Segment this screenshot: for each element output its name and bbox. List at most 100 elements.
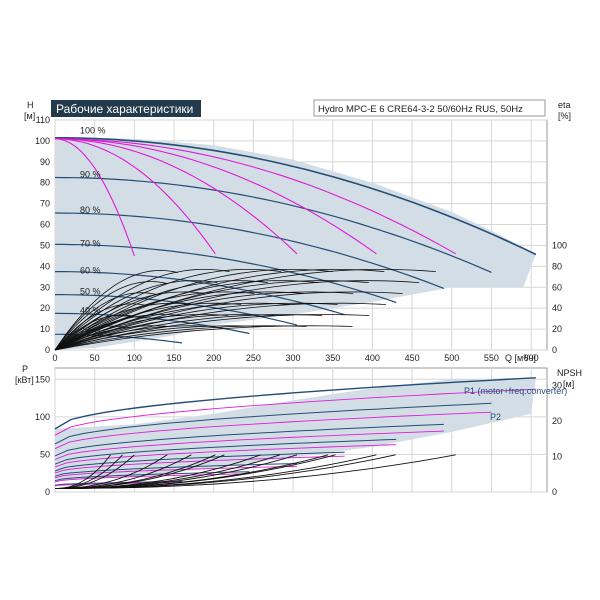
eta-tick-label: 60: [552, 282, 562, 292]
efficiency-curve: [54, 281, 167, 351]
flow-tick-label: 500: [444, 353, 459, 363]
power-p1-curve: [54, 462, 298, 477]
efficiency-curve: [54, 291, 304, 351]
efficiency-curve: [54, 325, 353, 351]
power-tick-label: 50: [40, 449, 50, 459]
pump-count-curve: [54, 138, 298, 255]
npsh-axis-label: NPSH: [557, 368, 582, 378]
power-plot: 0 50 100 150 0 10 20 30: [35, 367, 562, 497]
eta-tick-label: 20: [552, 324, 562, 334]
speed-label: 90 %: [80, 169, 101, 179]
head-tick-label: 70: [40, 199, 50, 209]
npsh-tick-label: 10: [552, 452, 562, 462]
speed-label: 50 %: [80, 286, 101, 296]
speed-label: 40 %: [80, 305, 101, 315]
eta-axis-unit: [%]: [558, 111, 571, 121]
eta-axis-label: eta: [558, 100, 571, 110]
head-tick-label: 10: [40, 324, 50, 334]
pump-count-curve: [54, 138, 135, 257]
speed-label: 100 %: [80, 125, 106, 135]
head-axis-ticks: 0 50 100 150 200 250 300 350 400 450 500 550 6000102…: [35, 115, 567, 363]
power-tick-label: 100: [35, 412, 50, 422]
efficiency-curve: [54, 280, 218, 351]
power-p1-curve: [54, 438, 397, 465]
flow-tick-label: 200: [206, 353, 221, 363]
head-tick-label: 30: [40, 282, 50, 292]
efficiency-curve: [54, 269, 179, 351]
flow-tick-label: 150: [167, 353, 182, 363]
flow-tick-label: 550: [484, 353, 499, 363]
npsh-axis-unit: [м]: [563, 379, 574, 389]
power-p1-curve: [54, 402, 492, 445]
flow-tick-label: 0: [52, 353, 57, 363]
head-tick-label: 0: [45, 345, 50, 355]
power-axis-ticks: 0 50 100 150 0 10 20 30: [35, 374, 562, 497]
pump-count-curve: [54, 138, 216, 255]
efficiency-curve: [54, 314, 323, 351]
power-p2-curve: [54, 465, 298, 479]
flow-tick-label: 600: [524, 353, 539, 363]
speed-label: 80 %: [80, 205, 101, 215]
power-p1-curve: [54, 423, 444, 457]
power-range-area: [55, 377, 536, 481]
head-tick-label: 20: [40, 303, 50, 313]
flow-tick-label: 450: [405, 353, 420, 363]
head-curve: [54, 212, 445, 289]
efficiency-curve: [54, 291, 403, 351]
npsh-tick-label: 30: [552, 381, 562, 391]
efficiency-curve: [54, 280, 420, 351]
efficiency-curve: [54, 292, 156, 351]
head-tick-label: 80: [40, 178, 50, 188]
power-tick-label: 150: [35, 374, 50, 384]
head-curve: [55, 271, 345, 316]
power-tick-label: 0: [45, 487, 50, 497]
head-curve: [54, 176, 492, 273]
efficiency-curve: [54, 269, 333, 351]
efficiency-curve: [54, 269, 282, 351]
head-curves: [54, 137, 537, 351]
head-curve: [55, 137, 537, 256]
speed-label: 25 %: [80, 326, 101, 336]
head-plot: 0 50 100 150 200 250 300 350 400 450 500 550 6000102…: [35, 115, 567, 363]
speed-labels: 100 % 90 % 80 % 70 % 60 % 50 % 40 % 25 %: [80, 125, 106, 336]
power-p2-curve: [54, 430, 444, 460]
head-tick-label: 50: [40, 240, 50, 250]
eta-tick-label: 0: [552, 345, 557, 355]
power-p2-curve: [54, 388, 536, 436]
efficiency-curve: [54, 280, 369, 351]
pump-count-curve: [54, 138, 456, 255]
head-tick-label: 40: [40, 261, 50, 271]
efficiency-curve: [54, 325, 307, 351]
flow-axis-label: Q [м³/ч]: [505, 353, 536, 363]
efficiency-curve: [54, 269, 385, 351]
npsh-tick-label: 0: [552, 487, 557, 497]
head-tick-label: 90: [40, 157, 50, 167]
efficiency-curve: [54, 302, 338, 351]
head-tick-label: 60: [40, 220, 50, 230]
efficiency-curve: [54, 269, 436, 351]
eta-tick-label: 80: [552, 261, 562, 271]
pump-count-curve: [54, 138, 377, 255]
flow-tick-label: 50: [90, 353, 100, 363]
npsh-curve: [54, 454, 456, 489]
head-tick-label: 100: [35, 136, 50, 146]
legend-p1: P1 (motor+freq.converter): [464, 386, 567, 396]
product-box: [313, 99, 546, 117]
chart-title: Рабочие характеристики: [56, 102, 193, 116]
product-label: Hydro MPC-E 6 CRE64-3-2 50/60Hz RUS, 50H…: [318, 104, 523, 115]
power-curves: [54, 377, 536, 489]
power-p2-curve: [54, 444, 397, 468]
head-curve: [55, 294, 298, 326]
eta-tick-label: 40: [552, 303, 562, 313]
efficiency-curve: [54, 269, 230, 351]
efficiency-curve: [54, 302, 386, 351]
flow-tick-label: 100: [127, 353, 142, 363]
legend-p2: P2: [490, 412, 501, 422]
efficiency-curve: [54, 291, 206, 351]
head-axis-unit: [м]: [24, 111, 35, 121]
efficiency-curve: [54, 303, 145, 351]
speed-label: 60 %: [80, 266, 101, 276]
power-p1-curve: [54, 377, 536, 430]
speed-label: 70 %: [80, 238, 101, 248]
head-tick-label: 110: [36, 115, 50, 125]
